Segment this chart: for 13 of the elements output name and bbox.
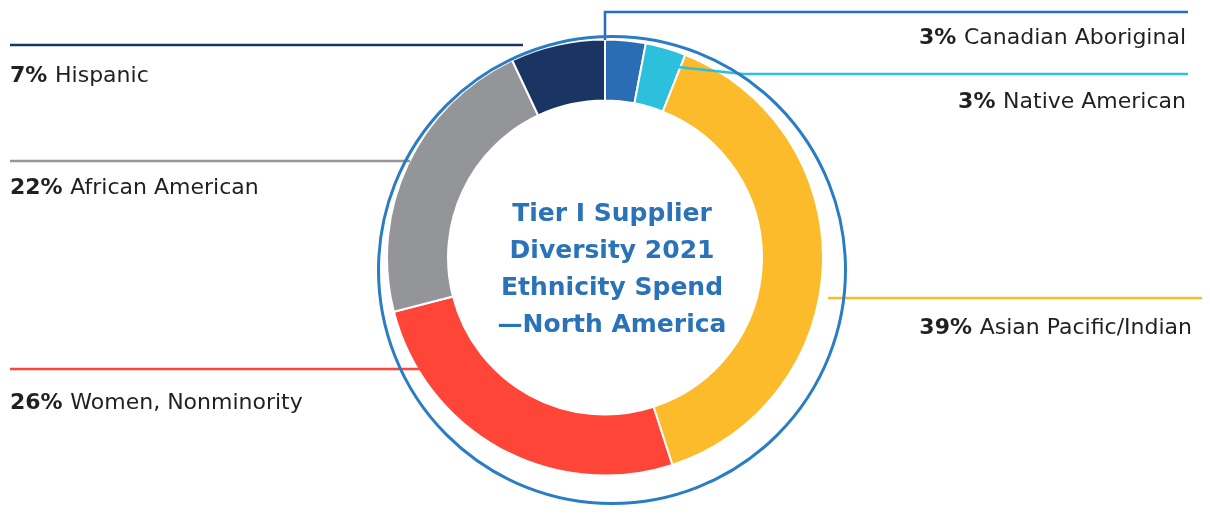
text: Tier I Supplier Diversity 2021 Ethnicity Spend —North America	[497, 198, 727, 338]
data-label: 7%	[10, 62, 48, 87]
data-label: 39%	[919, 314, 973, 339]
slice-label: Asian Pacific/Indian	[979, 314, 1192, 339]
data-label: 26%	[10, 389, 63, 414]
slice-label: African American	[70, 174, 259, 199]
slice-label: Hispanic	[55, 62, 149, 87]
slice-label: Women, Nonminority	[70, 389, 303, 414]
slice-label: Canadian Aboriginal	[963, 24, 1187, 49]
data-label: 22%	[10, 174, 63, 199]
slice-label: Native American	[1003, 88, 1186, 113]
data-label: 3%	[958, 88, 996, 113]
data-label: 3%	[918, 24, 957, 49]
